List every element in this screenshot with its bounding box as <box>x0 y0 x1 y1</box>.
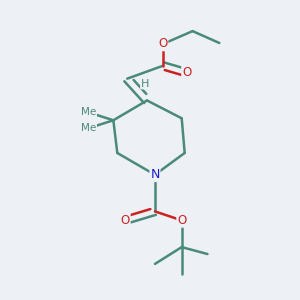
Text: Me: Me <box>81 107 96 117</box>
Text: Me: Me <box>81 123 96 133</box>
Text: O: O <box>177 214 186 227</box>
Text: O: O <box>158 38 167 50</box>
Text: H: H <box>141 79 149 88</box>
Text: N: N <box>150 168 160 181</box>
Text: O: O <box>121 214 130 227</box>
Text: O: O <box>182 66 191 79</box>
